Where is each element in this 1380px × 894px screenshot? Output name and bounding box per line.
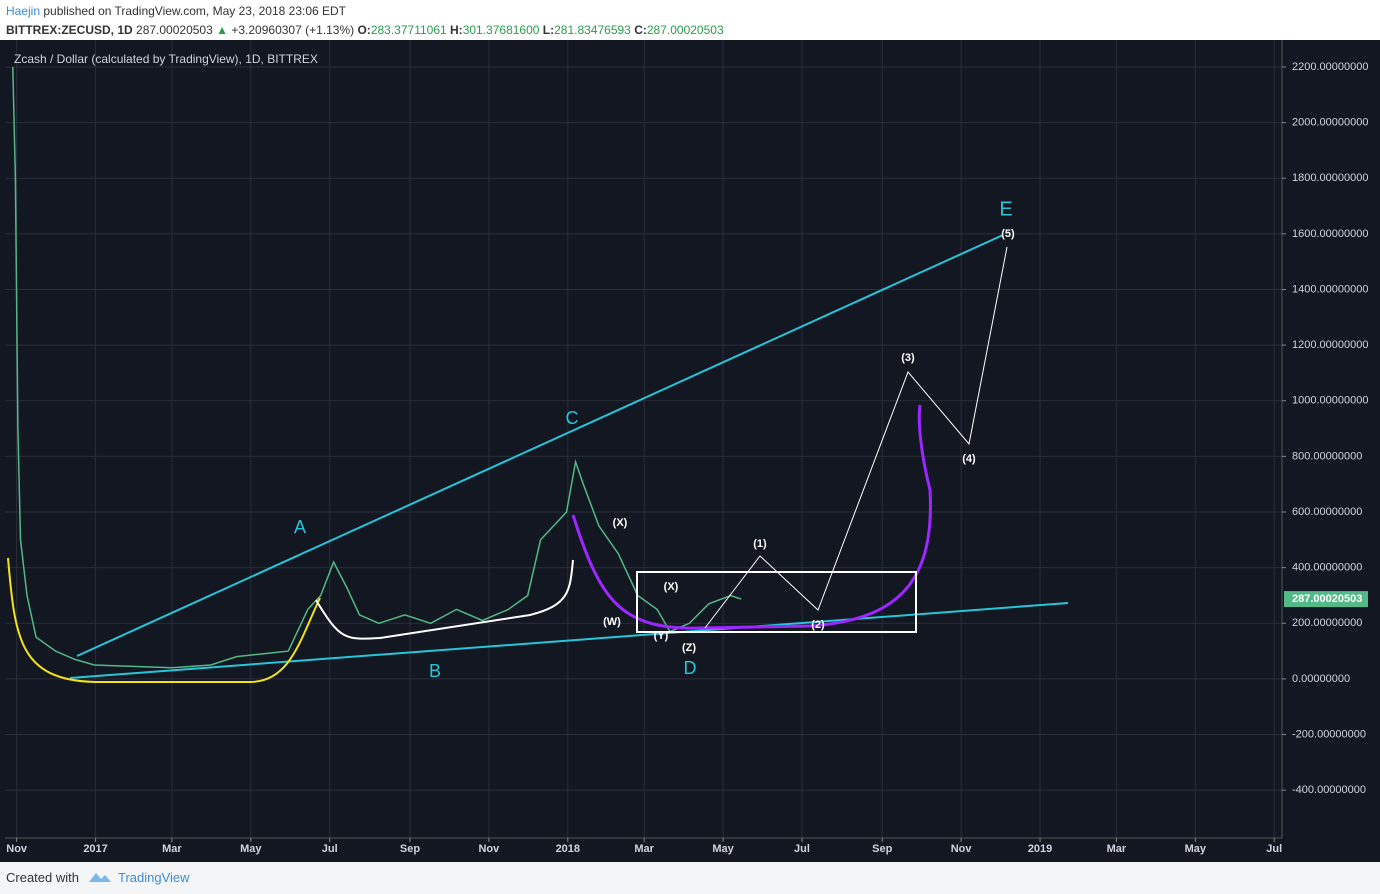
symbol: BITTREX:ZECUSD, 1D	[6, 23, 133, 37]
series-layer	[12, 66, 742, 669]
y-tick-label: 2200.00000000	[1292, 61, 1368, 73]
x-tick-label: May	[240, 843, 262, 855]
close-label: C:	[634, 23, 647, 37]
close: 287.00020503	[646, 23, 724, 37]
y-tick-label: 1000.00000000	[1292, 395, 1368, 407]
wave-label: D	[684, 658, 697, 678]
background	[0, 40, 1380, 862]
y-tick-label: 400.00000000	[1292, 562, 1362, 574]
y-tick-label: 2000.00000000	[1292, 117, 1368, 129]
y-tick-label: 600.00000000	[1292, 506, 1362, 518]
last-price-label: 287.00020503	[1292, 593, 1362, 605]
y-tick-label: 1200.00000000	[1292, 339, 1368, 351]
open-label: O:	[357, 23, 371, 37]
wave-label: (3)	[901, 352, 915, 364]
wave-label: A	[294, 517, 306, 537]
wave-label: C	[566, 408, 579, 428]
price: 287.00020503	[136, 23, 213, 37]
last-price-badge	[1284, 591, 1368, 608]
footer: Created with TradingView	[0, 862, 1380, 894]
wave-label: (1)	[753, 538, 767, 550]
grid	[5, 40, 1282, 838]
wave-label: (Z)	[682, 642, 696, 654]
white-curve	[315, 559, 574, 640]
yellow-curve	[7, 557, 321, 683]
y-tick-label: 800.00000000	[1292, 450, 1362, 462]
x-tick-label: Jul	[794, 843, 810, 855]
up-arrow: ▲	[216, 23, 229, 37]
drawings	[7, 234, 1069, 683]
high-label: H:	[450, 23, 463, 37]
wave-label: (X)	[664, 581, 679, 593]
upper-trend-line	[76, 234, 1004, 657]
y-tick-label: 1400.00000000	[1292, 283, 1368, 295]
wave-label: (W)	[603, 616, 621, 628]
annotations: A B C D E (X) (W) (X) (Y) (Z) (1) (2) (3) (4) (5)	[294, 198, 1015, 680]
y-tick-label: 1600.00000000	[1292, 228, 1368, 240]
brand[interactable]: TradingView	[118, 870, 190, 885]
wave-label: (Y)	[654, 630, 669, 642]
x-tick-label: Nov	[6, 843, 28, 855]
x-tick-label: 2019	[1028, 843, 1052, 855]
x-tick-label: Mar	[1107, 843, 1127, 855]
x-tick-label: Jul	[322, 843, 338, 855]
open: 283.37711061	[370, 23, 447, 37]
wave-label: (2)	[811, 619, 825, 631]
y-tick-label: 1800.00000000	[1292, 172, 1368, 184]
wave-label: (5)	[1001, 228, 1015, 240]
header-line-1: Haejin published on TradingView.com, May…	[6, 2, 724, 21]
high: 301.37681600	[462, 23, 540, 37]
x-tick-label: 2017	[83, 843, 107, 855]
low: 281.83476593	[554, 23, 631, 37]
x-tick-label: May	[1185, 843, 1207, 855]
created-with: Created with	[6, 870, 79, 885]
y-tick-label: -400.00000000	[1292, 784, 1366, 796]
wave-label: E	[999, 198, 1012, 220]
author[interactable]: Haejin	[6, 4, 41, 18]
x-tick-label: Sep	[872, 843, 892, 855]
y-tick-label: 200.00000000	[1292, 617, 1362, 629]
x-tick-label: Nov	[478, 843, 500, 855]
x-tick-label: May	[712, 843, 734, 855]
lower-trend-line	[69, 602, 1069, 679]
purple-curve	[571, 404, 932, 630]
published: published on TradingView.com, May 23, 20…	[43, 4, 347, 18]
y-tick-label: -200.00000000	[1292, 728, 1366, 740]
x-tick-label: Jul	[1266, 843, 1282, 855]
change: +3.20960307 (+1.13%)	[231, 23, 355, 37]
logo	[89, 873, 111, 882]
header-line-2: BITTREX:ZECUSD, 1D 287.00020503 ▲ +3.209…	[6, 21, 724, 40]
x-tick-label: Nov	[951, 843, 973, 855]
price-line	[12, 66, 742, 669]
y-tick-label: 0.00000000	[1292, 673, 1350, 685]
x-tick-label: Sep	[400, 843, 420, 855]
wave-label: B	[429, 661, 441, 681]
low-label: L:	[542, 23, 555, 37]
chart: Zcash / Dollar (calculated by TradingVie…	[0, 40, 1380, 862]
wave-label: (X)	[613, 517, 628, 529]
chart-title: Zcash / Dollar (calculated by TradingVie…	[14, 52, 318, 66]
wave-label: (4)	[962, 453, 976, 465]
header: Haejin published on TradingView.com, May…	[6, 2, 724, 40]
x-tick-label: Mar	[634, 843, 654, 855]
wave-projection	[704, 246, 1008, 629]
x-tick-label: Mar	[162, 843, 182, 855]
x-tick-label: 2018	[556, 843, 580, 855]
